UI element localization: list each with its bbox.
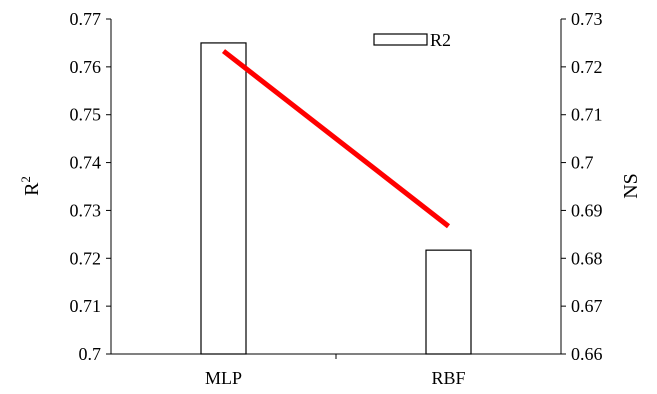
axes xyxy=(106,18,566,359)
left-tick-label: 0.76 xyxy=(70,57,102,77)
left-tick-labels: 0.7 0.71 0.72 0.73 0.74 0.75 0.76 0.77 xyxy=(70,9,102,364)
bars xyxy=(200,42,472,355)
right-tick-label: 0.7 xyxy=(571,153,594,173)
right-tick-label: 0.67 xyxy=(571,296,603,316)
right-tick-label: 0.66 xyxy=(571,344,603,364)
ns-line-series xyxy=(221,49,451,229)
right-axis-title: NS xyxy=(620,173,642,199)
left-tick-label: 0.73 xyxy=(70,200,102,220)
left-tick-label: 0.74 xyxy=(70,153,102,173)
right-tick-label: 0.69 xyxy=(571,200,603,220)
left-tick-label: 0.71 xyxy=(70,296,102,316)
right-tick-labels: 0.66 0.67 0.68 0.69 0.7 0.71 0.72 0.73 xyxy=(571,9,603,364)
x-tick-labels: MLP RBF xyxy=(205,368,466,388)
right-tick-label: 0.71 xyxy=(571,105,603,125)
bar-rbf xyxy=(425,249,472,355)
right-tick-label: 0.72 xyxy=(571,57,603,77)
bar-mlp xyxy=(200,42,247,355)
legend-swatch-r2 xyxy=(373,33,428,46)
left-tick-label: 0.77 xyxy=(70,9,102,29)
left-tick-label: 0.75 xyxy=(70,105,102,125)
legend: R2 xyxy=(373,30,451,50)
left-tick-label: 0.7 xyxy=(79,344,102,364)
ns-line xyxy=(221,49,451,229)
right-tick-label: 0.68 xyxy=(571,248,603,268)
x-tick-label: MLP xyxy=(205,368,242,388)
legend-label-r2: R2 xyxy=(430,30,451,50)
left-axis-title: R2 xyxy=(18,176,43,196)
left-tick-label: 0.72 xyxy=(70,248,102,268)
x-tick-label: RBF xyxy=(431,368,465,388)
right-tick-label: 0.73 xyxy=(571,9,603,29)
